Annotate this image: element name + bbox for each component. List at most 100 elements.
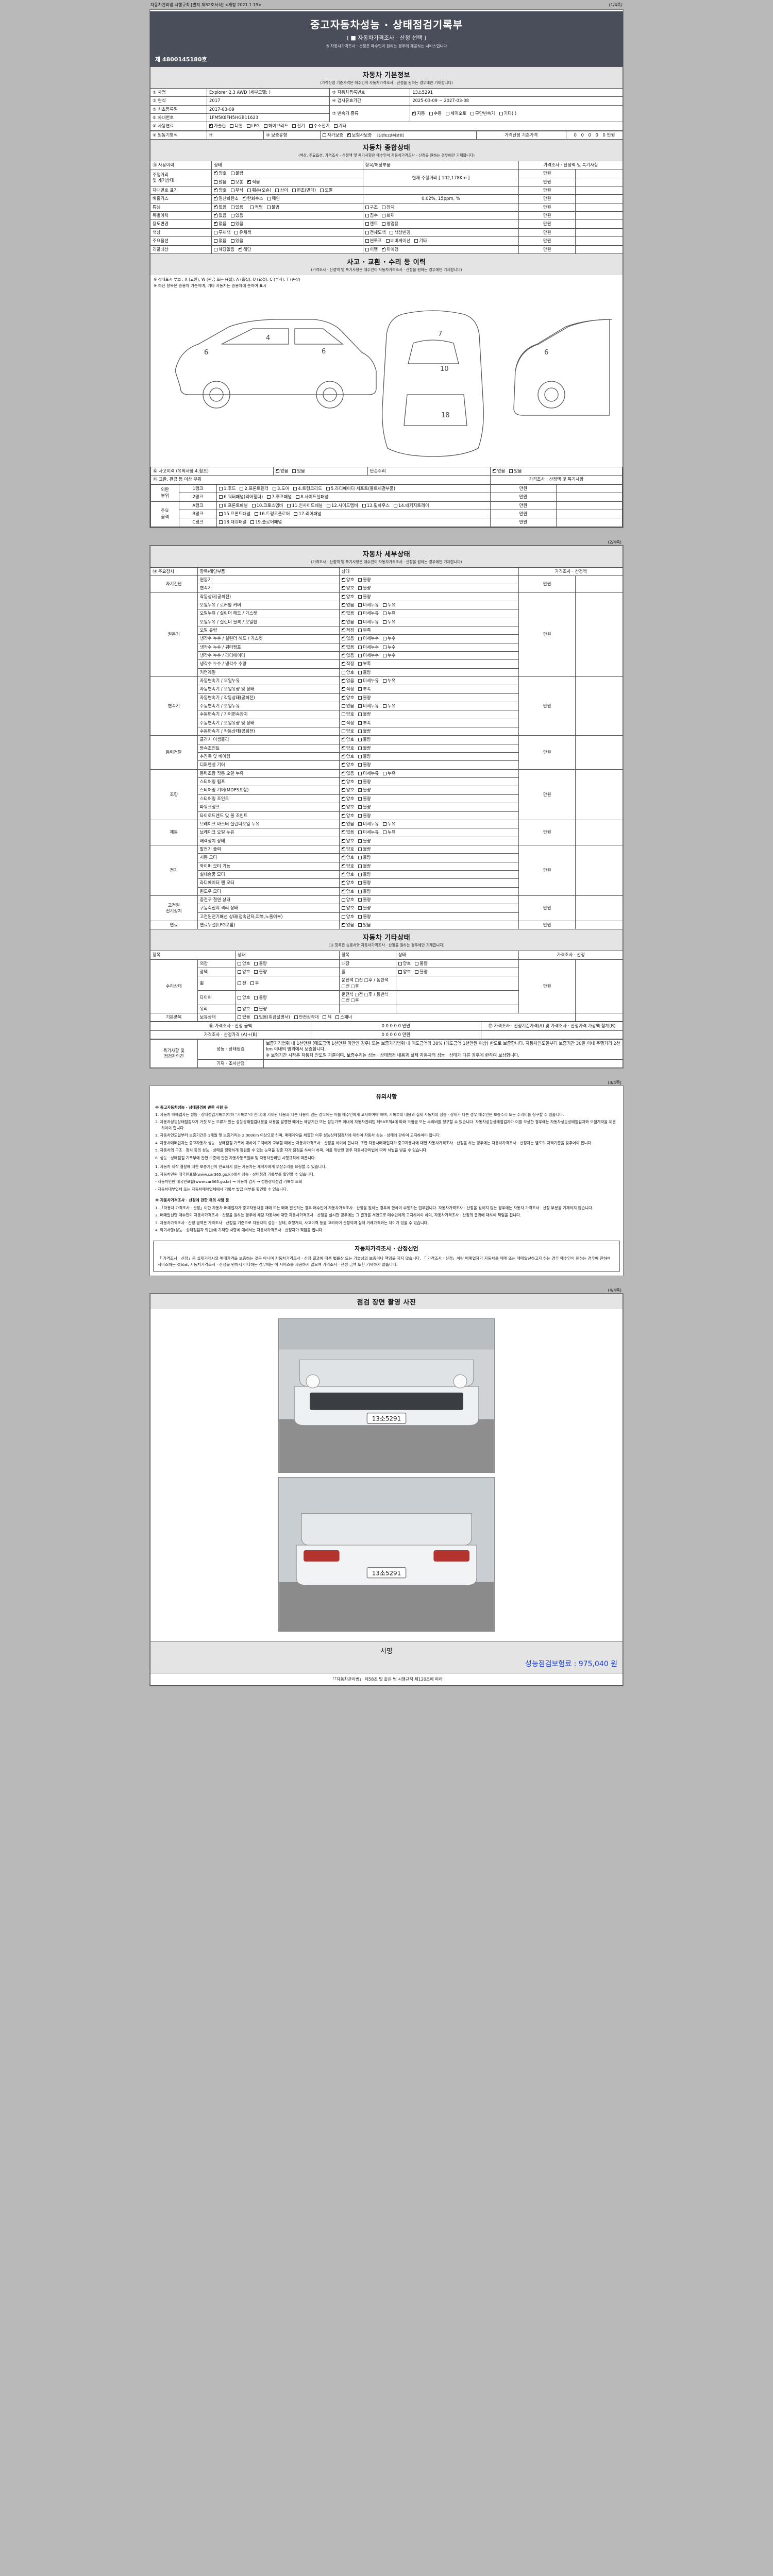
checkbox[interactable] — [358, 620, 362, 624]
checkbox[interactable] — [296, 495, 300, 499]
detail-state-option[interactable]: 부족 — [358, 661, 371, 667]
checkbox[interactable] — [341, 730, 345, 734]
checkbox[interactable] — [341, 721, 345, 725]
checkbox[interactable] — [412, 110, 416, 116]
checkbox[interactable] — [383, 653, 387, 657]
part-option[interactable]: 5.라디에이터 서포트(볼트체결부품) — [326, 486, 395, 492]
checkbox[interactable] — [358, 721, 362, 725]
other-state-option[interactable]: 양호 — [238, 969, 250, 975]
checkbox[interactable] — [230, 189, 234, 193]
item-option[interactable]: 썬루프 — [365, 238, 382, 244]
checkbox[interactable] — [293, 486, 297, 490]
detail-state-option[interactable]: 미세누수 — [358, 645, 379, 650]
detail-state-option[interactable]: 불량 — [358, 779, 371, 785]
detail-state-option[interactable]: 누유 — [383, 771, 395, 776]
checkbox[interactable] — [292, 189, 296, 193]
detail-state-option[interactable]: 부족 — [358, 628, 371, 633]
checkbox[interactable] — [230, 239, 234, 243]
checkbox[interactable] — [358, 612, 362, 616]
part-option[interactable]: 15.프론트패널 — [219, 511, 250, 517]
part-option[interactable]: 13.휠하우스 — [362, 503, 390, 509]
state-option[interactable]: 상이 — [275, 188, 288, 193]
checkbox[interactable] — [341, 670, 345, 674]
item-option[interactable]: 전체도색 — [365, 230, 385, 235]
checkbox[interactable] — [251, 503, 256, 507]
transmission-option[interactable]: 수동 — [429, 111, 442, 116]
checkbox[interactable] — [341, 846, 345, 852]
checkbox[interactable] — [341, 761, 345, 767]
checkbox[interactable] — [383, 679, 387, 683]
checkbox[interactable] — [219, 520, 223, 524]
item-option[interactable]: 렌트 — [365, 221, 378, 227]
item-option[interactable]: 색상변경 — [390, 230, 410, 235]
checkbox[interactable] — [294, 512, 298, 516]
checkbox[interactable] — [358, 923, 362, 927]
detail-state-option[interactable]: 미세누유 — [358, 703, 379, 709]
part-option[interactable]: 6.쿼터패널(리어휀더) — [219, 494, 263, 500]
checkbox[interactable] — [341, 879, 345, 885]
state-option[interactable]: 도말 — [320, 188, 333, 193]
checkbox[interactable] — [358, 603, 362, 607]
checkbox[interactable] — [341, 745, 345, 751]
state-option[interactable]: 보통 — [230, 179, 243, 185]
checkbox[interactable] — [358, 670, 362, 674]
detail-state-option[interactable]: 누수 — [383, 653, 395, 658]
checkbox[interactable] — [254, 961, 258, 965]
detail-state-option[interactable]: 없음 — [341, 922, 354, 928]
checkbox[interactable] — [341, 770, 345, 776]
detail-state-option[interactable]: 양호 — [341, 804, 354, 810]
detail-state-option[interactable]: 양호 — [341, 753, 354, 759]
detail-state-option[interactable]: 불량 — [358, 804, 371, 810]
checkbox[interactable] — [267, 495, 271, 499]
other-state-option[interactable]: 불량 — [254, 961, 267, 967]
part-option[interactable]: 11.인사이드패널 — [287, 503, 323, 509]
checkbox[interactable] — [250, 981, 254, 986]
item-option[interactable]: 네비게이션 — [385, 238, 410, 244]
detail-state-option[interactable]: 미세누수 — [358, 636, 379, 641]
checkbox[interactable] — [358, 805, 362, 809]
checkbox[interactable] — [358, 645, 362, 649]
state-option[interactable]: 매연 — [267, 196, 280, 201]
part-option[interactable]: 4.트렁크리드 — [293, 486, 322, 492]
checkbox[interactable] — [341, 787, 345, 792]
checkbox[interactable] — [214, 187, 218, 193]
warranty-option[interactable]: 자가보증 — [323, 132, 343, 138]
checkbox[interactable] — [499, 111, 503, 115]
checkbox[interactable] — [358, 856, 362, 860]
checkbox[interactable] — [254, 970, 258, 974]
detail-state-option[interactable]: 없음 — [341, 652, 354, 658]
state-option[interactable]: 없음 — [214, 221, 227, 227]
part-option[interactable]: 14.패키지트레이 — [393, 503, 429, 509]
checkbox[interactable] — [341, 610, 345, 616]
checkbox[interactable] — [333, 124, 338, 128]
checkbox[interactable] — [230, 205, 234, 209]
checkbox[interactable] — [273, 486, 276, 490]
checkbox[interactable] — [383, 771, 387, 775]
detail-state-option[interactable]: 불량 — [358, 855, 371, 860]
checkbox[interactable] — [341, 635, 345, 641]
detail-state-option[interactable]: 미세누유 — [358, 771, 379, 776]
detail-state-option[interactable]: 미세누유 — [358, 678, 379, 684]
part-option[interactable]: 10.크로스멤버 — [251, 503, 283, 509]
checkbox[interactable] — [358, 679, 362, 683]
checkbox[interactable] — [398, 970, 402, 974]
detail-state-option[interactable]: 있음 — [358, 922, 371, 928]
checkbox[interactable] — [263, 124, 267, 128]
item-option[interactable]: 미이행 — [382, 246, 398, 252]
detail-state-option[interactable]: 양호 — [341, 577, 354, 583]
basic-item-option[interactable]: 있음(취급설명서) — [254, 1014, 290, 1020]
state-option[interactable]: 불량 — [230, 171, 243, 176]
state-option[interactable]: 있음 — [230, 238, 243, 244]
other-state-option[interactable]: 불량 — [254, 995, 267, 1001]
checkbox[interactable] — [341, 577, 345, 582]
checkbox[interactable] — [287, 503, 291, 507]
checkbox[interactable] — [209, 123, 213, 128]
checkbox[interactable] — [358, 872, 362, 876]
checkbox[interactable] — [358, 839, 362, 843]
transmission-option[interactable]: 기타( ) — [499, 111, 516, 116]
other-state-option[interactable]: 불량 — [254, 969, 267, 975]
checkbox[interactable] — [383, 704, 387, 708]
checkbox[interactable] — [358, 906, 362, 910]
checkbox[interactable] — [234, 230, 239, 234]
state-option[interactable]: 있음 — [230, 205, 243, 210]
